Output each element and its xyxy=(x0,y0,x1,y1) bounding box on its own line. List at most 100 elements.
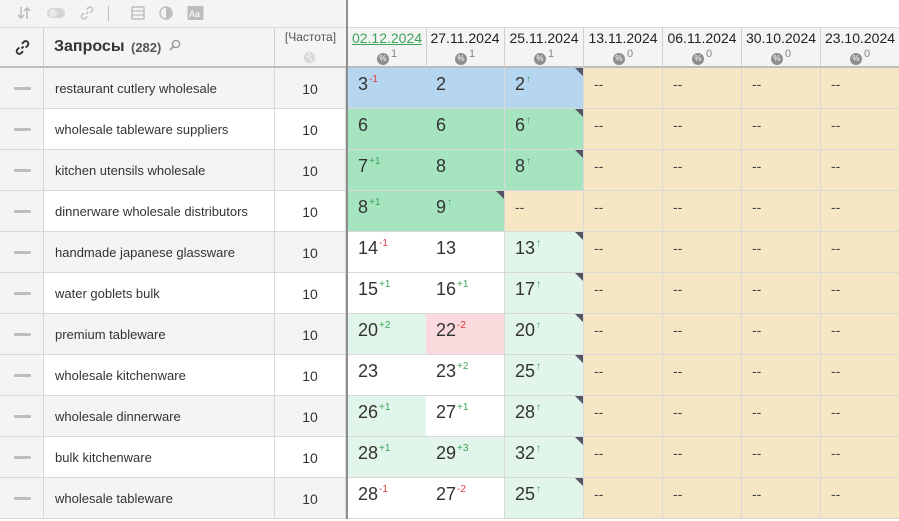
position-cell[interactable]: -- xyxy=(584,396,663,437)
table-row[interactable]: dinnerware wholesale distributors 10 8+1 9↑… xyxy=(0,191,899,232)
position-cell[interactable]: -- xyxy=(663,191,742,232)
table-row[interactable]: wholesale tableware 10 28-1 27-2 25↑ -- -- -- -- xyxy=(0,478,899,519)
position-cell[interactable]: -- xyxy=(663,396,742,437)
row-drag-handle[interactable] xyxy=(0,314,44,355)
position-cell[interactable]: 27-2 xyxy=(426,478,505,519)
position-cell[interactable]: 25↑ xyxy=(505,478,584,519)
row-drag-handle[interactable] xyxy=(0,273,44,314)
toggle-icon[interactable] xyxy=(46,5,66,21)
position-cell[interactable]: 23+2 xyxy=(426,355,505,396)
table-row[interactable]: handmade japanese glassware 10 14-1 13 13↑ --… xyxy=(0,232,899,273)
position-cell[interactable]: 27+1 xyxy=(426,396,505,437)
date-label[interactable]: 30.10.2024 xyxy=(745,30,817,46)
table-row[interactable]: premium tableware 10 20+2 22-2 20↑ -- -- -- -- xyxy=(0,314,899,355)
position-cell[interactable]: -- xyxy=(584,109,663,150)
position-cell[interactable]: 2 xyxy=(426,68,505,109)
position-cell[interactable]: 16+1 xyxy=(426,273,505,314)
position-cell[interactable]: 14-1 xyxy=(348,232,427,273)
position-cell[interactable]: -- xyxy=(663,355,742,396)
position-cell[interactable]: -- xyxy=(742,191,821,232)
position-cell[interactable]: -- xyxy=(821,314,899,355)
link-column-header[interactable] xyxy=(0,28,44,67)
position-cell[interactable]: 26+1 xyxy=(348,396,427,437)
date-column-header[interactable]: 25.11.2024% 1 xyxy=(505,28,584,67)
position-cell[interactable]: -- xyxy=(663,478,742,519)
position-cell[interactable]: -- xyxy=(663,273,742,314)
position-cell[interactable]: -- xyxy=(821,232,899,273)
query-cell[interactable]: wholesale dinnerware xyxy=(44,396,275,437)
position-cell[interactable]: -- xyxy=(821,191,899,232)
date-column-header[interactable]: 30.10.2024% 0 xyxy=(742,28,821,67)
date-column-header[interactable]: 06.11.2024% 0 xyxy=(663,28,742,67)
row-drag-handle[interactable] xyxy=(0,437,44,478)
table-row[interactable]: bulk kitchenware 10 28+1 29+3 32↑ -- -- -- -- xyxy=(0,437,899,478)
query-cell[interactable]: wholesale kitchenware xyxy=(44,355,275,396)
position-cell[interactable]: 3-1 xyxy=(348,68,427,109)
table-row[interactable]: kitchen utensils wholesale 10 7+1 8 8↑ -- -- --… xyxy=(0,150,899,191)
date-label[interactable]: 23.10.2024 xyxy=(824,30,896,46)
position-cell[interactable]: -- xyxy=(742,150,821,191)
table-row[interactable]: water goblets bulk 10 15+1 16+1 17↑ -- -- -- -- xyxy=(0,273,899,314)
position-cell[interactable]: 22-2 xyxy=(426,314,505,355)
position-cell[interactable]: -- xyxy=(742,68,821,109)
position-cell[interactable]: -- xyxy=(821,396,899,437)
row-drag-handle[interactable] xyxy=(0,396,44,437)
position-cell[interactable]: 28-1 xyxy=(348,478,427,519)
position-cell[interactable]: -- xyxy=(821,478,899,519)
sort-icon[interactable] xyxy=(16,5,32,21)
position-cell[interactable]: -- xyxy=(505,191,584,232)
table-row[interactable]: restaurant cutlery wholesale 10 3-1 2 2↑ -- --… xyxy=(0,68,899,109)
position-cell[interactable]: -- xyxy=(742,273,821,314)
position-cell[interactable]: 20+2 xyxy=(348,314,427,355)
contrast-icon[interactable] xyxy=(158,5,174,21)
row-drag-handle[interactable] xyxy=(0,68,44,109)
query-cell[interactable]: bulk kitchenware xyxy=(44,437,275,478)
position-cell[interactable]: 20↑ xyxy=(505,314,584,355)
date-label[interactable]: 13.11.2024 xyxy=(588,30,658,46)
position-cell[interactable]: 25↑ xyxy=(505,355,584,396)
row-drag-handle[interactable] xyxy=(0,355,44,396)
table-row[interactable]: wholesale dinnerware 10 26+1 27+1 28↑ -- -- -- -… xyxy=(0,396,899,437)
date-label[interactable]: 06.11.2024 xyxy=(667,30,737,46)
position-cell[interactable]: -- xyxy=(584,150,663,191)
position-cell[interactable]: -- xyxy=(584,191,663,232)
position-cell[interactable]: 6 xyxy=(348,109,427,150)
position-cell[interactable]: -- xyxy=(821,150,899,191)
magnifier-icon[interactable] xyxy=(169,39,181,52)
query-cell[interactable]: restaurant cutlery wholesale xyxy=(44,68,275,109)
position-cell[interactable]: 2↑ xyxy=(505,68,584,109)
font-icon[interactable]: Aa xyxy=(187,5,204,21)
position-cell[interactable]: -- xyxy=(742,314,821,355)
position-cell[interactable]: -- xyxy=(663,437,742,478)
position-cell[interactable]: -- xyxy=(584,437,663,478)
table-row[interactable]: wholesale kitchenware 10 23 23+2 25↑ -- -- -- -- xyxy=(0,355,899,396)
query-cell[interactable]: premium tableware xyxy=(44,314,275,355)
date-label[interactable]: 02.12.2024 xyxy=(351,30,423,46)
position-cell[interactable]: 15+1 xyxy=(348,273,427,314)
position-cell[interactable]: -- xyxy=(584,355,663,396)
position-cell[interactable]: -- xyxy=(821,355,899,396)
position-cell[interactable]: 29+3 xyxy=(426,437,505,478)
frequency-column-header[interactable]: [Частота] xyxy=(275,28,346,67)
position-cell[interactable]: -- xyxy=(742,437,821,478)
position-cell[interactable]: -- xyxy=(663,150,742,191)
date-column-header[interactable]: 23.10.2024% 0 xyxy=(821,28,899,67)
position-cell[interactable]: 8+1 xyxy=(348,191,427,232)
position-cell[interactable]: -- xyxy=(821,273,899,314)
position-cell[interactable]: 8 xyxy=(426,150,505,191)
row-drag-handle[interactable] xyxy=(0,191,44,232)
query-cell[interactable]: handmade japanese glassware xyxy=(44,232,275,273)
position-cell[interactable]: -- xyxy=(821,109,899,150)
table-row[interactable]: wholesale tableware suppliers 10 6 6 6↑ -- -- -… xyxy=(0,109,899,150)
date-column-header[interactable]: 13.11.2024% 0 xyxy=(584,28,663,67)
position-cell[interactable]: -- xyxy=(663,109,742,150)
position-cell[interactable]: 28↑ xyxy=(505,396,584,437)
table-icon[interactable] xyxy=(130,5,146,21)
date-column-header[interactable]: 27.11.2024% 1 xyxy=(426,28,505,67)
position-cell[interactable]: -- xyxy=(584,232,663,273)
position-cell[interactable]: -- xyxy=(742,478,821,519)
position-cell[interactable]: -- xyxy=(663,232,742,273)
position-cell[interactable]: 28+1 xyxy=(348,437,427,478)
position-cell[interactable]: 13 xyxy=(426,232,505,273)
date-label[interactable]: 25.11.2024 xyxy=(509,30,579,46)
